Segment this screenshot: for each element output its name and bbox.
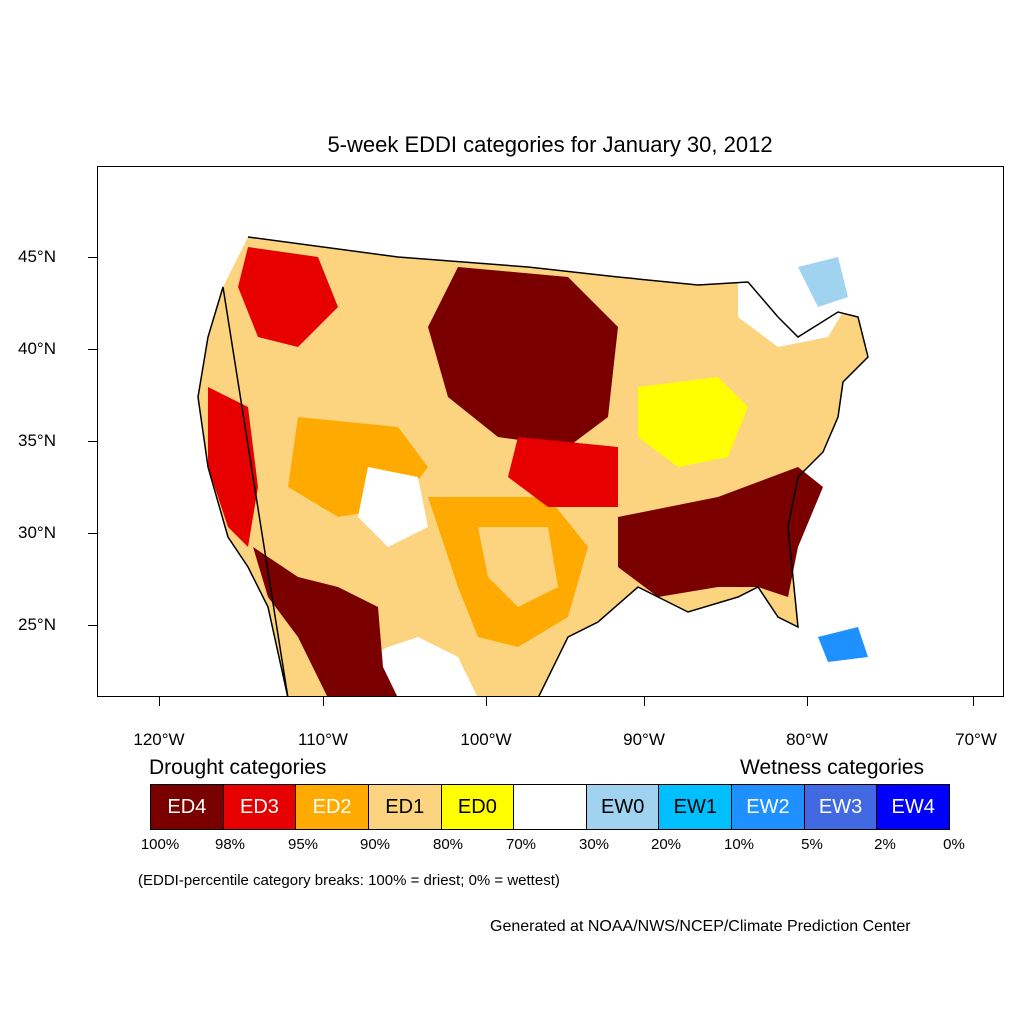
legend-cell-ew1: EW1 <box>659 785 733 829</box>
legend-cell-ew4: EW4 <box>877 785 950 829</box>
pct-break: 100% <box>140 836 180 853</box>
pct-break: 70% <box>505 836 537 853</box>
lat-tick <box>88 533 97 534</box>
lat-label-25: 25°N <box>18 615 56 634</box>
wetness-heading: Wetness categories <box>740 756 925 779</box>
pct-break: 80% <box>432 836 464 853</box>
category-note: (EDDI-percentile category breaks: 100% =… <box>138 872 560 889</box>
pct-break: 5% <box>801 836 823 853</box>
pct-break: 0% <box>943 836 965 853</box>
central-plains-region <box>508 437 618 507</box>
pct-break: 10% <box>723 836 755 853</box>
northwest-region <box>238 247 338 347</box>
lat-tick <box>88 257 97 258</box>
legend-cell-ed4: ED4 <box>151 785 224 829</box>
legend-cell-neutral <box>514 785 587 829</box>
great-lakes-wet <box>798 257 848 307</box>
drought-map <box>97 166 1004 697</box>
pct-break: 30% <box>578 836 610 853</box>
map-title: 5-week EDDI categories for January 30, 2… <box>327 132 773 157</box>
mexico-region <box>253 547 398 696</box>
drought-heading: Drought categories <box>149 756 327 779</box>
legend-cell-ew2: EW2 <box>732 785 805 829</box>
pct-break: 20% <box>650 836 682 853</box>
ohio-valley-region <box>638 377 748 467</box>
legend-cell-ed1: ED1 <box>368 785 442 829</box>
lat-tick <box>88 625 97 626</box>
pct-break: 90% <box>359 836 391 853</box>
legend-cell-ed2: ED2 <box>296 785 369 829</box>
lon-label-120: 120°W <box>133 730 185 749</box>
lat-tick <box>88 349 97 350</box>
lat-tick <box>88 441 97 442</box>
lon-tick <box>973 697 974 706</box>
legend-colorbar: ED4 ED3 ED2 ED1 ED0 EW0 EW1 EW2 EW3 EW4 <box>150 784 950 830</box>
lat-label-35: 35°N <box>18 431 56 450</box>
caribbean-wet <box>818 627 868 662</box>
texas-inner <box>478 527 558 607</box>
lon-tick <box>486 697 487 706</box>
lat-label-45: 45°N <box>18 247 56 266</box>
eddi-map-canvas <box>197 236 869 696</box>
lon-label-100: 100°W <box>460 730 512 749</box>
lon-tick <box>807 697 808 706</box>
northern-plains-region <box>428 267 618 447</box>
lon-label-110: 110°W <box>298 730 348 749</box>
southeast-region <box>618 467 823 597</box>
lon-label-70: 70°W <box>955 730 997 749</box>
legend-cell-ew0: EW0 <box>586 785 660 829</box>
coastline <box>197 236 869 696</box>
pct-break: 95% <box>287 836 319 853</box>
lon-label-80: 80°W <box>786 730 828 749</box>
lon-tick <box>644 697 645 706</box>
legend-cell-ed3: ED3 <box>223 785 297 829</box>
lon-label-90: 90°W <box>623 730 665 749</box>
lat-label-30: 30°N <box>18 523 56 542</box>
legend-cell-ed0: ED0 <box>441 785 515 829</box>
pct-break: 98% <box>214 836 246 853</box>
lat-label-40: 40°N <box>18 339 56 358</box>
pct-break: 2% <box>874 836 896 853</box>
lon-tick <box>323 697 324 706</box>
credit-line: Generated at NOAA/NWS/NCEP/Climate Predi… <box>490 918 911 935</box>
legend-cell-ew3: EW3 <box>804 785 878 829</box>
lon-tick <box>159 697 160 706</box>
new-mexico-white <box>358 467 428 547</box>
